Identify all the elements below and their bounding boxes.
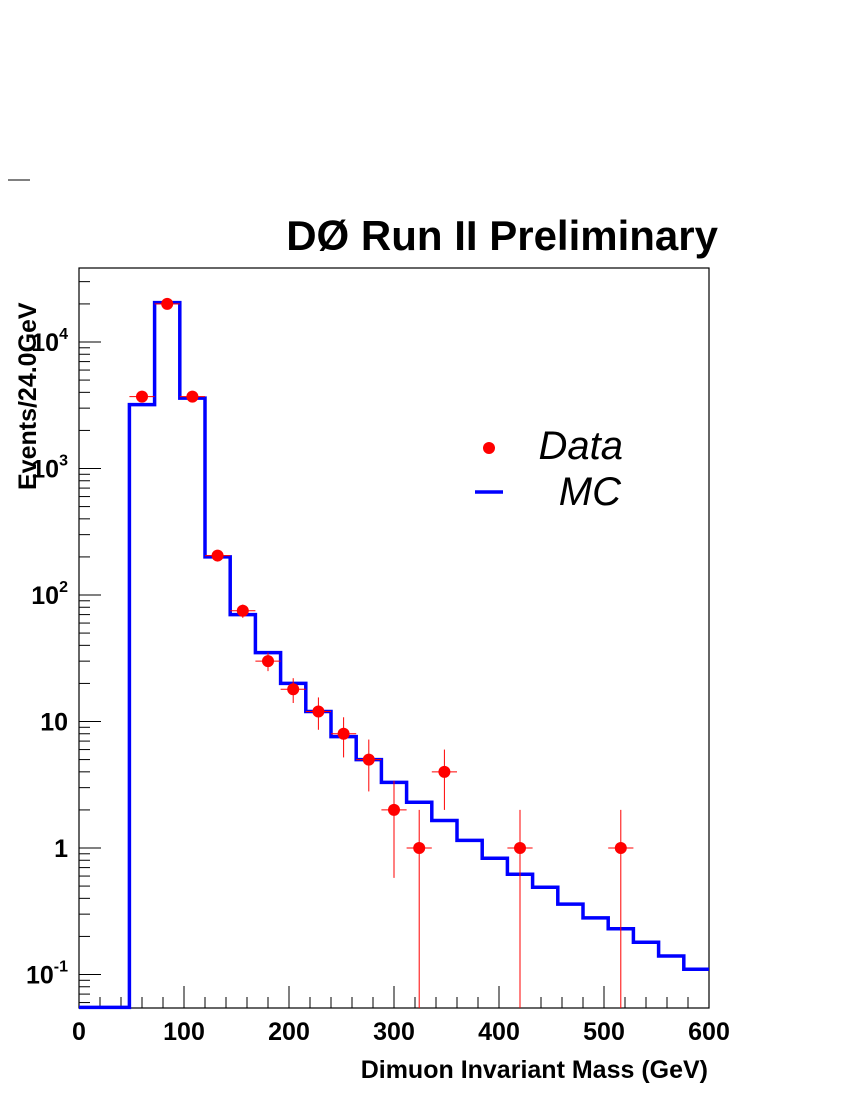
y-tick-label: 103 — [31, 453, 68, 484]
y-tick-label: 10 — [40, 709, 68, 737]
legend: Data MC — [475, 424, 623, 514]
x-tick-label: 0 — [72, 1018, 86, 1046]
data-point — [236, 604, 249, 617]
y-tick-label: 1 — [54, 835, 68, 863]
data-point — [186, 390, 199, 403]
mc-series — [79, 300, 709, 1010]
y-tick-label: 102 — [31, 579, 68, 610]
x-axis-label: Dimuon Invariant Mass (GeV) — [361, 1056, 708, 1084]
data-point — [287, 683, 300, 696]
data-point — [136, 390, 148, 403]
data-point — [262, 655, 274, 668]
chart-title: DØ Run II Preliminary — [286, 212, 718, 259]
data-point — [438, 765, 451, 778]
x-tick-label: 600 — [688, 1018, 730, 1046]
y-tick-label: 104 — [31, 326, 68, 357]
data-point — [312, 705, 325, 718]
data-point — [211, 549, 224, 562]
legend-data-label: Data — [539, 424, 624, 468]
data-point — [161, 297, 174, 310]
data-point — [362, 753, 375, 766]
data-point — [413, 842, 426, 854]
y-axis: 10-1 1 10 102 103 104 — [26, 281, 101, 1004]
x-tick-label: 400 — [478, 1018, 520, 1046]
data-series — [129, 297, 634, 1008]
x-tick-label: 300 — [373, 1018, 415, 1046]
y-axis-label: Events/24.0GeV — [14, 302, 42, 490]
legend-data-marker — [483, 442, 495, 454]
legend-mc-label: MC — [559, 470, 622, 514]
mc-histogram-line — [79, 300, 709, 1010]
x-tick-label: 100 — [163, 1018, 205, 1046]
x-tick-label: 500 — [583, 1018, 625, 1046]
x-axis: 0 100 200 300 400 500 600 — [72, 986, 730, 1046]
data-point — [614, 842, 627, 854]
data-point — [388, 803, 400, 816]
x-tick-label: 200 — [268, 1018, 310, 1046]
data-point — [337, 727, 350, 740]
data-point — [514, 842, 526, 854]
y-tick-label: 10-1 — [26, 959, 68, 990]
plot-frame — [78, 267, 710, 1009]
